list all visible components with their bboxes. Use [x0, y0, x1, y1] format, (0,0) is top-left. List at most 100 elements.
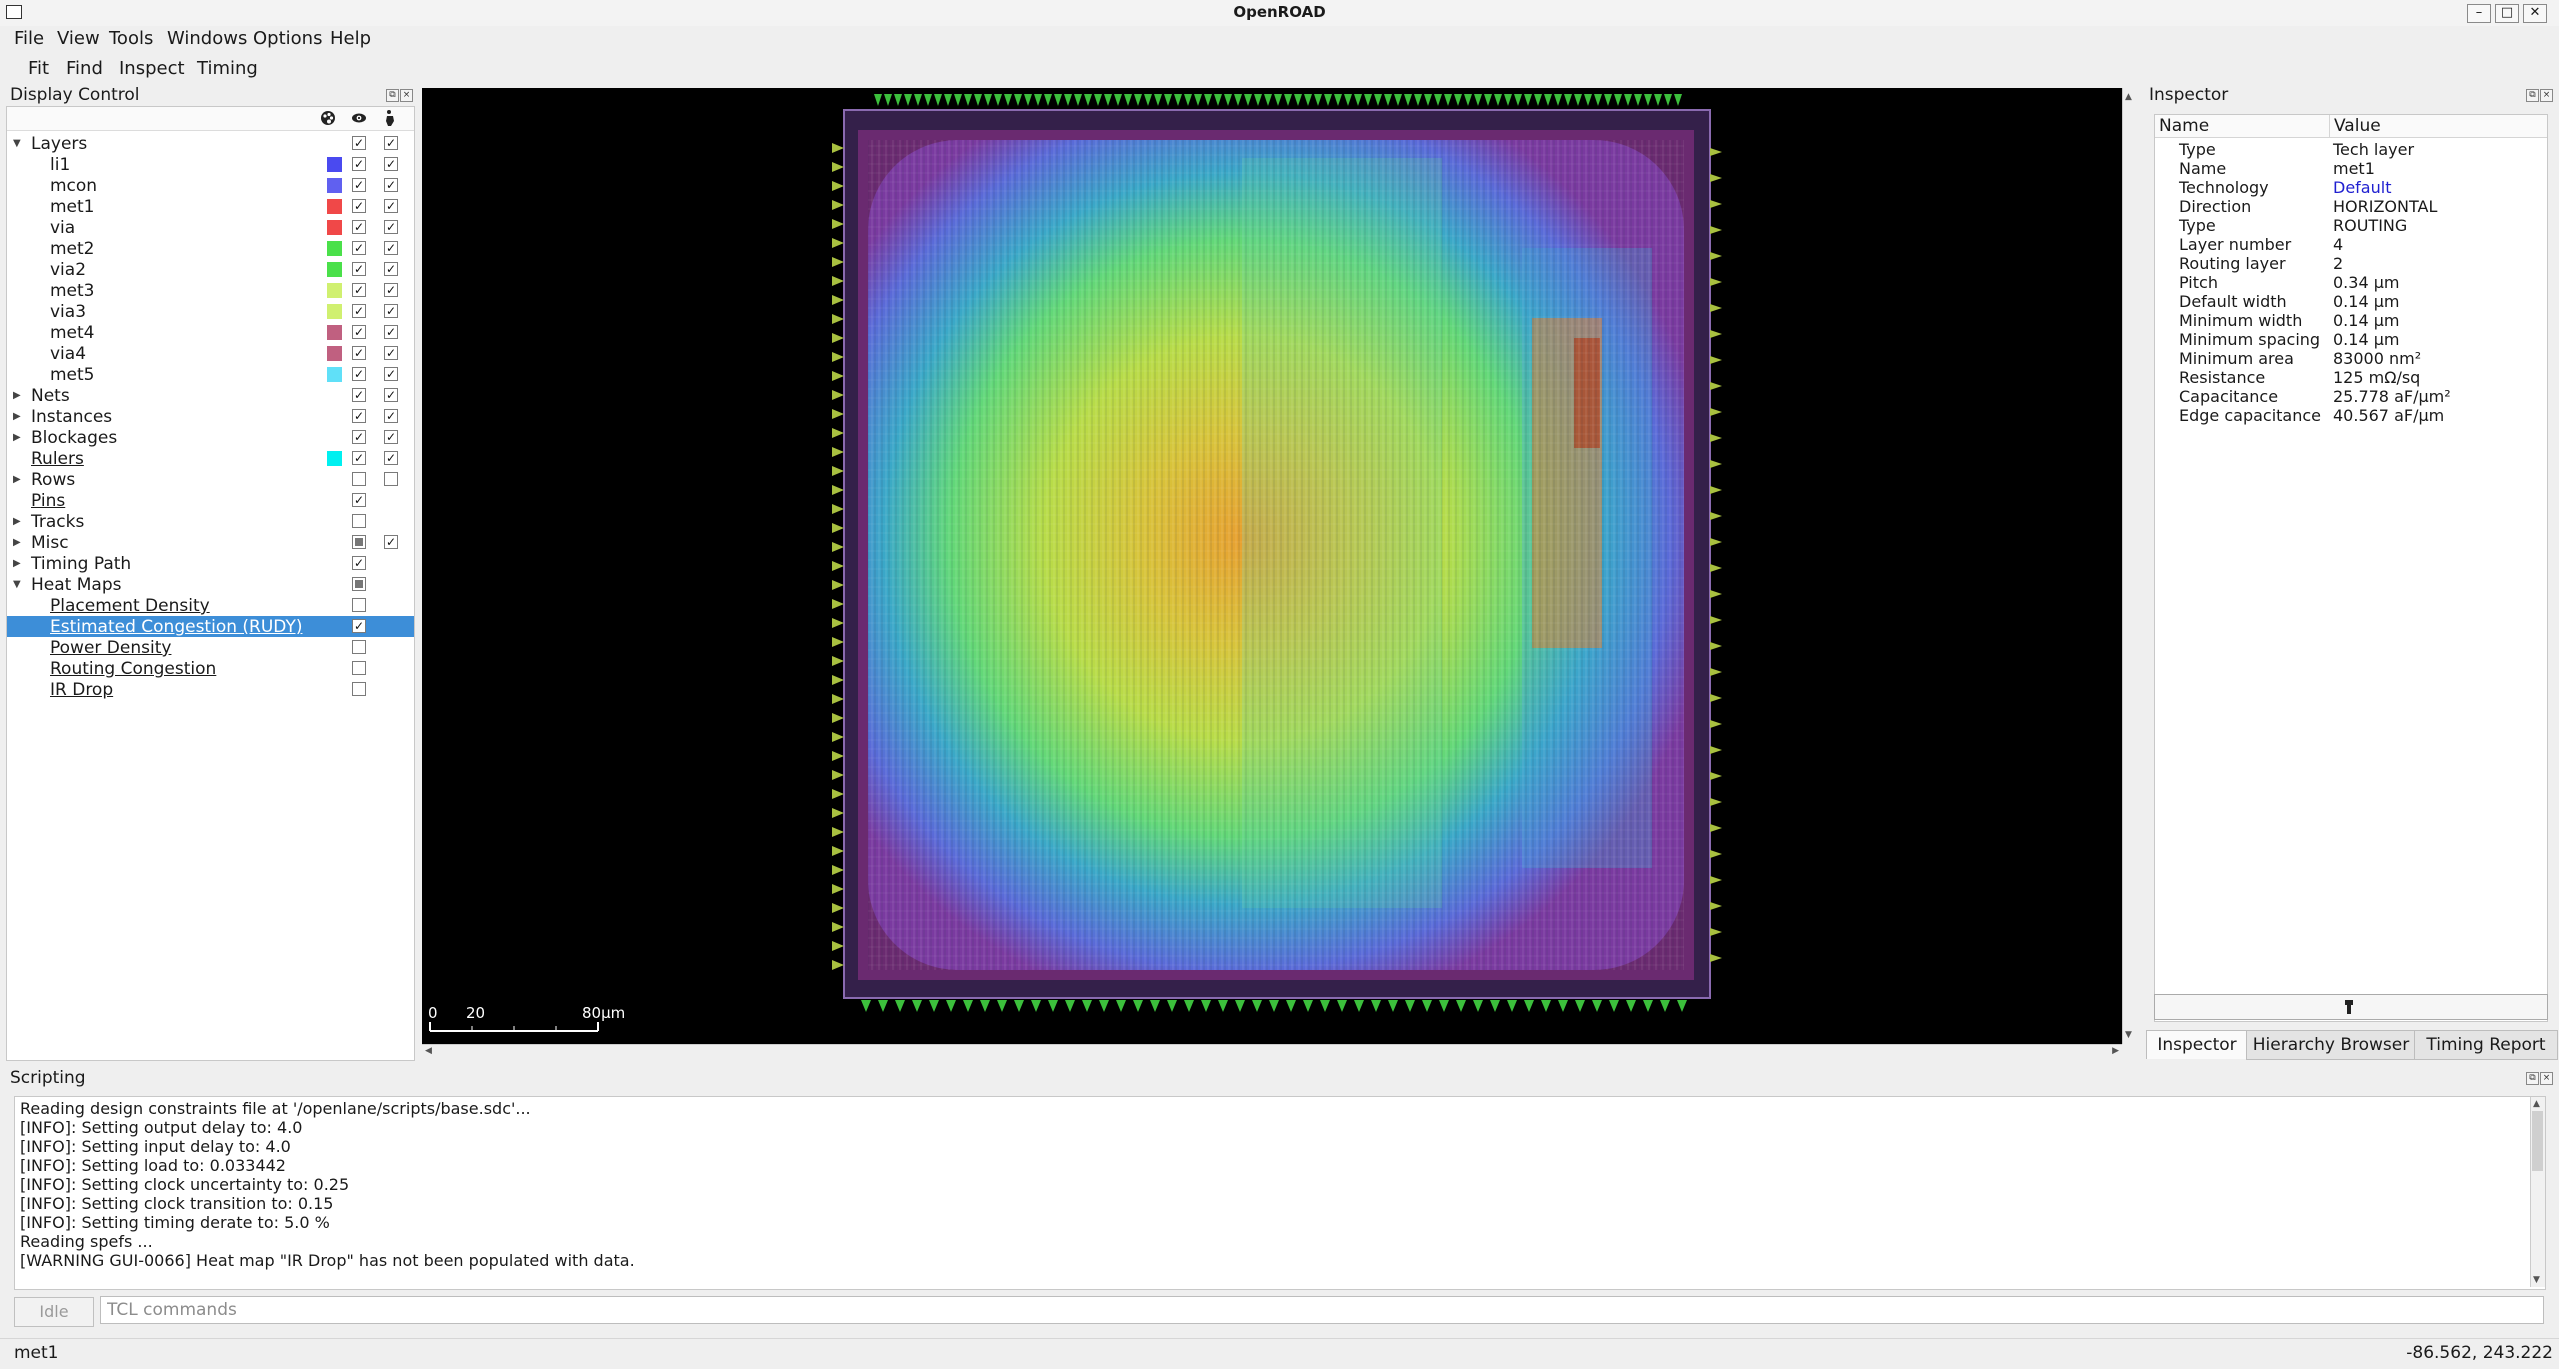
selectable-checkbox[interactable]: ✓	[384, 304, 398, 318]
selectable-checkbox[interactable]: ✓	[384, 346, 398, 360]
tree-row-placement-density[interactable]: Placement Density	[7, 595, 414, 616]
color-swatch[interactable]	[327, 451, 342, 466]
tree-row-met2[interactable]: met2 ✓ ✓	[7, 238, 414, 259]
inspector-row[interactable]: Direction HORIZONTAL	[2155, 197, 2547, 216]
expanded-arrow-icon[interactable]: ▼	[13, 138, 21, 149]
tree-row-estimated-congestion-rudy[interactable]: Estimated Congestion (RUDY) ✓	[7, 616, 414, 637]
inspector-row[interactable]: Default width 0.14 μm	[2155, 292, 2547, 311]
visible-checkbox[interactable]: ✓	[352, 367, 366, 381]
inspector-row[interactable]: Capacitance 25.778 aF/μm²	[2155, 387, 2547, 406]
visible-checkbox[interactable]	[352, 577, 366, 591]
tree-row-nets[interactable]: ▶ Nets ✓ ✓	[7, 385, 414, 406]
tree-row-mcon[interactable]: mcon ✓ ✓	[7, 175, 414, 196]
selectable-checkbox[interactable]	[384, 472, 398, 486]
selectable-checkbox[interactable]: ✓	[384, 262, 398, 276]
tree-row-li1[interactable]: li1 ✓ ✓	[7, 154, 414, 175]
color-swatch[interactable]	[327, 325, 342, 340]
color-swatch[interactable]	[327, 304, 342, 319]
script-scroll-down-icon[interactable]: ▼	[2533, 1275, 2540, 1285]
tree-row-via2[interactable]: via2 ✓ ✓	[7, 259, 414, 280]
selectable-checkbox[interactable]: ✓	[384, 241, 398, 255]
visible-checkbox[interactable]: ✓	[352, 262, 366, 276]
layout-canvas[interactable]: 0 20 80μm	[422, 88, 2122, 1044]
tree-row-rows[interactable]: ▶ Rows	[7, 469, 414, 490]
inspector-row[interactable]: Layer number 4	[2155, 235, 2547, 254]
visible-checkbox[interactable]: ✓	[352, 136, 366, 150]
visible-checkbox[interactable]: ✓	[352, 556, 366, 570]
visible-checkbox[interactable]: ✓	[352, 283, 366, 297]
scroll-up-icon[interactable]: ▲	[2125, 92, 2132, 102]
inspector-row[interactable]: Type ROUTING	[2155, 216, 2547, 235]
tree-row-tracks[interactable]: ▶ Tracks	[7, 511, 414, 532]
tree-row-misc[interactable]: ▶ Misc ✓	[7, 532, 414, 553]
scripting-close-icon[interactable]: ×	[2540, 1072, 2553, 1085]
inspector-close-icon[interactable]: ×	[2540, 89, 2553, 102]
tree-row-power-density[interactable]: Power Density	[7, 637, 414, 658]
dock-close-icon[interactable]: ×	[400, 89, 413, 102]
menu-view[interactable]: View	[57, 28, 100, 49]
tree-row-rulers[interactable]: Rulers ✓ ✓	[7, 448, 414, 469]
selectable-checkbox[interactable]: ✓	[384, 367, 398, 381]
visible-checkbox[interactable]: ✓	[352, 304, 366, 318]
tree-row-routing-congestion[interactable]: Routing Congestion	[7, 658, 414, 679]
color-swatch[interactable]	[327, 199, 342, 214]
collapsed-arrow-icon[interactable]: ▶	[13, 390, 21, 401]
selectable-checkbox[interactable]: ✓	[384, 535, 398, 549]
collapsed-arrow-icon[interactable]: ▶	[13, 537, 21, 548]
color-swatch[interactable]	[327, 157, 342, 172]
scroll-left-icon[interactable]: ◀	[425, 1046, 432, 1056]
visible-checkbox[interactable]: ✓	[352, 430, 366, 444]
visible-checkbox[interactable]: ✓	[352, 241, 366, 255]
tree-row-heat-maps[interactable]: ▼ Heat Maps	[7, 574, 414, 595]
color-swatch[interactable]	[327, 346, 342, 361]
color-swatch[interactable]	[327, 220, 342, 235]
inspector-row[interactable]: Minimum spacing 0.14 μm	[2155, 330, 2547, 349]
inspector-row[interactable]: Resistance 125 mΩ/sq	[2155, 368, 2547, 387]
menu-help[interactable]: Help	[330, 28, 372, 49]
visible-checkbox[interactable]	[352, 535, 366, 549]
visible-checkbox[interactable]: ✓	[352, 493, 366, 507]
color-swatch[interactable]	[327, 262, 342, 277]
tree-row-via3[interactable]: via3 ✓ ✓	[7, 301, 414, 322]
color-swatch[interactable]	[327, 178, 342, 193]
tree-row-blockages[interactable]: ▶ Blockages ✓ ✓	[7, 427, 414, 448]
selectable-checkbox[interactable]: ✓	[384, 409, 398, 423]
visible-checkbox[interactable]: ✓	[352, 325, 366, 339]
inspector-row[interactable]: Type Tech layer	[2155, 140, 2547, 159]
visible-checkbox[interactable]: ✓	[352, 220, 366, 234]
selectable-checkbox[interactable]: ✓	[384, 325, 398, 339]
inspector-row[interactable]: Edge capacitance 40.567 aF/μm	[2155, 406, 2547, 425]
tree-row-met1[interactable]: met1 ✓ ✓	[7, 196, 414, 217]
close-button[interactable]: ✕	[2523, 4, 2547, 23]
color-swatch[interactable]	[327, 241, 342, 256]
inspector-row[interactable]: Pitch 0.34 μm	[2155, 273, 2547, 292]
selectable-checkbox[interactable]: ✓	[384, 451, 398, 465]
menu-options[interactable]: Options	[253, 28, 323, 49]
menu-windows[interactable]: Windows	[167, 28, 248, 49]
color-swatch[interactable]	[327, 367, 342, 382]
inspector-row[interactable]: Minimum area 83000 nm²	[2155, 349, 2547, 368]
tree-row-pins[interactable]: Pins ✓	[7, 490, 414, 511]
selectable-checkbox[interactable]: ✓	[384, 136, 398, 150]
menu-tools[interactable]: Tools	[109, 28, 154, 49]
visible-checkbox[interactable]: ✓	[352, 157, 366, 171]
collapsed-arrow-icon[interactable]: ▶	[13, 474, 21, 485]
inspector-float-icon[interactable]: ⧉	[2526, 89, 2539, 102]
selectable-checkbox[interactable]: ✓	[384, 178, 398, 192]
visible-checkbox[interactable]	[352, 640, 366, 654]
tree-row-met4[interactable]: met4 ✓ ✓	[7, 322, 414, 343]
selectable-checkbox[interactable]: ✓	[384, 157, 398, 171]
visible-checkbox[interactable]: ✓	[352, 409, 366, 423]
collapsed-arrow-icon[interactable]: ▶	[13, 411, 21, 422]
visible-checkbox[interactable]: ✓	[352, 388, 366, 402]
minimize-button[interactable]: –	[2467, 4, 2491, 23]
collapsed-arrow-icon[interactable]: ▶	[13, 432, 21, 443]
script-scroll-thumb[interactable]	[2532, 1111, 2543, 1171]
selectable-checkbox[interactable]: ✓	[384, 199, 398, 213]
selectable-checkbox[interactable]: ✓	[384, 283, 398, 297]
tree-row-met5[interactable]: met5 ✓ ✓	[7, 364, 414, 385]
collapsed-arrow-icon[interactable]: ▶	[13, 516, 21, 527]
inspector-row[interactable]: Routing layer 2	[2155, 254, 2547, 273]
script-scroll-up-icon[interactable]: ▲	[2533, 1099, 2540, 1109]
visible-checkbox[interactable]: ✓	[352, 619, 366, 633]
